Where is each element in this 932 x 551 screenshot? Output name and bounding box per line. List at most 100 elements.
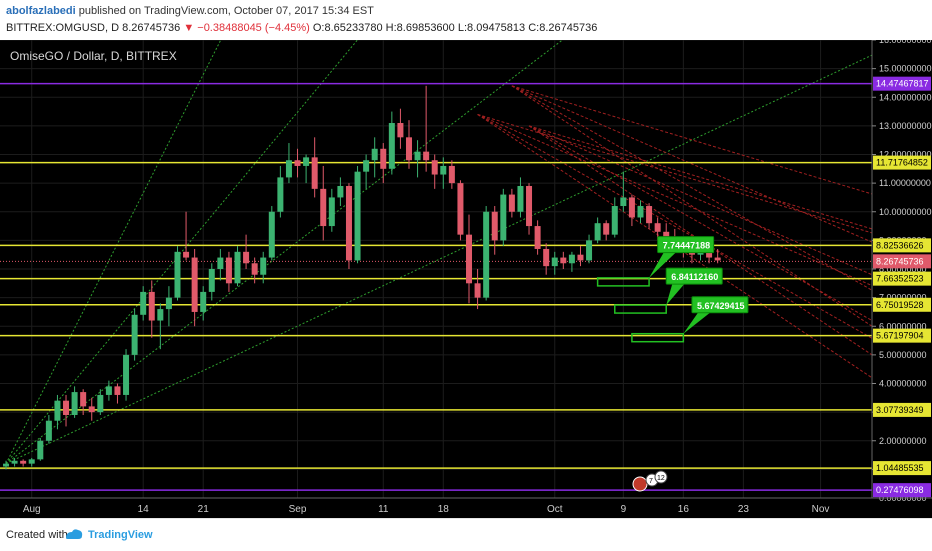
candle-body	[260, 257, 267, 275]
candle-body	[431, 160, 438, 175]
candle-body	[628, 197, 635, 218]
candle-body	[183, 251, 190, 258]
candle-body	[526, 185, 533, 227]
target-boxes-layer: 7.74447188 6.84112160 5.67429415	[596, 236, 749, 343]
candle-body	[37, 440, 44, 460]
y-tick-label: 10.00000000	[879, 207, 932, 217]
y-tick-label: 5.00000000	[879, 350, 927, 360]
candle-body	[337, 185, 344, 198]
candle-body	[114, 386, 121, 395]
level-price-label: 3.07739349	[876, 405, 924, 415]
tradingview-logo-icon[interactable]	[64, 526, 84, 542]
level-price-tag	[873, 328, 931, 343]
level-price-tag	[873, 461, 931, 476]
candle-body	[345, 185, 352, 261]
candle-body	[11, 460, 18, 464]
red-fan-line	[477, 113, 873, 339]
red-fan-line	[511, 85, 873, 291]
candle-body	[131, 314, 138, 355]
x-tick-label: 23	[738, 504, 750, 515]
candle-body	[320, 188, 327, 227]
candle-body	[380, 148, 387, 169]
svg-text:12: 12	[657, 475, 665, 482]
candle-body	[191, 257, 198, 312]
y-tick-label: 14.00000000	[879, 92, 932, 102]
x-tick-label: Sep	[289, 504, 307, 515]
candle-body	[285, 160, 292, 178]
red-fan-line	[511, 85, 873, 195]
candle-body	[517, 185, 524, 212]
current-price-label: 8.26745736	[876, 256, 924, 266]
chart-title: OmiseGO / Dollar, D, BITTREX	[10, 49, 177, 63]
red-fan-line	[477, 113, 873, 287]
red-fan-line	[528, 125, 873, 276]
candle-body	[577, 254, 584, 261]
x-tick-label: 21	[198, 504, 210, 515]
green-fan-line	[5, 54, 873, 465]
candle-body	[97, 394, 104, 413]
candle-body	[157, 309, 164, 321]
candle-body	[586, 240, 593, 261]
candle-body	[534, 226, 541, 249]
candle-body	[568, 254, 575, 264]
red-fan-line	[528, 125, 873, 321]
candle-body	[663, 231, 670, 238]
flag-icon[interactable]: 7 12	[632, 470, 668, 492]
candle-body	[80, 392, 87, 407]
level-price-label: 8.82536626	[876, 240, 924, 250]
level-price-tag	[873, 238, 931, 253]
target-zone-box	[596, 277, 650, 287]
candle-body	[20, 460, 27, 464]
level-price-tag	[873, 271, 931, 286]
price-change: −0.38488045 (−4.45%)	[197, 22, 310, 34]
low-value: L:8.09475813	[457, 22, 526, 34]
candle-body	[148, 291, 155, 321]
level-price-tag	[873, 483, 931, 498]
y-tick-label: 11.00000000	[879, 178, 931, 188]
level-price-label: 0.27476098	[876, 485, 924, 495]
candle-body	[165, 297, 172, 310]
target-callout-pointer	[649, 252, 676, 278]
level-price-tag	[873, 297, 931, 312]
level-price-label: 6.75019528	[876, 300, 924, 310]
candle-body	[448, 165, 455, 184]
red-fan-line	[511, 85, 873, 243]
tradingview-link[interactable]: TradingView	[88, 529, 153, 541]
candle-body	[140, 291, 147, 315]
candle-body	[54, 400, 61, 421]
x-tick-label: 14	[138, 504, 150, 515]
candle-body	[637, 206, 644, 218]
x-tick-label: 16	[678, 504, 690, 515]
candle-body	[2, 463, 10, 467]
author-link[interactable]: abolfazlabedi	[6, 5, 76, 17]
x-tick-label: 18	[438, 504, 450, 515]
price-axis[interactable]: 16.00000000 15.00000000 14.00000000 13.0000…	[872, 40, 932, 503]
candle-body	[217, 257, 224, 269]
candles-layer	[2, 85, 721, 470]
candle-body	[354, 171, 361, 261]
y-tick-label: 15.00000000	[879, 64, 932, 74]
publish-line: abolfazlabedi published on TradingView.c…	[6, 5, 374, 17]
x-tick-label: 11	[378, 504, 389, 515]
time-axis[interactable]: Aug 14 21 Sep 11 18 Oct 9 16 23 Nov	[0, 497, 932, 515]
y-tick-label: 16.00000000	[879, 40, 932, 45]
target-label: 7.74447188	[663, 241, 711, 251]
candle-body	[440, 165, 447, 175]
x-tick-label: Nov	[812, 504, 830, 515]
candle-body	[500, 194, 507, 241]
y-tick-label: 2.00000000	[879, 436, 927, 446]
level-price-label: 7.66352523	[876, 274, 924, 284]
level-price-tag	[873, 155, 931, 170]
candle-body	[303, 157, 310, 166]
candle-body	[45, 420, 52, 441]
last-price: 8.26745736	[122, 22, 181, 34]
candle-body	[388, 123, 395, 169]
open-value: O:8.65233780	[312, 22, 383, 34]
candlestick-chart[interactable]: 7.74447188 6.84112160 5.67429415 OmiseGO /…	[0, 40, 932, 518]
candle-body	[646, 206, 653, 224]
level-price-label: 11.71764852	[876, 158, 928, 168]
target-label: 5.67429415	[697, 301, 745, 311]
x-tick-label: Oct	[547, 504, 563, 515]
candle-body	[294, 160, 301, 166]
candle-body	[697, 251, 704, 255]
